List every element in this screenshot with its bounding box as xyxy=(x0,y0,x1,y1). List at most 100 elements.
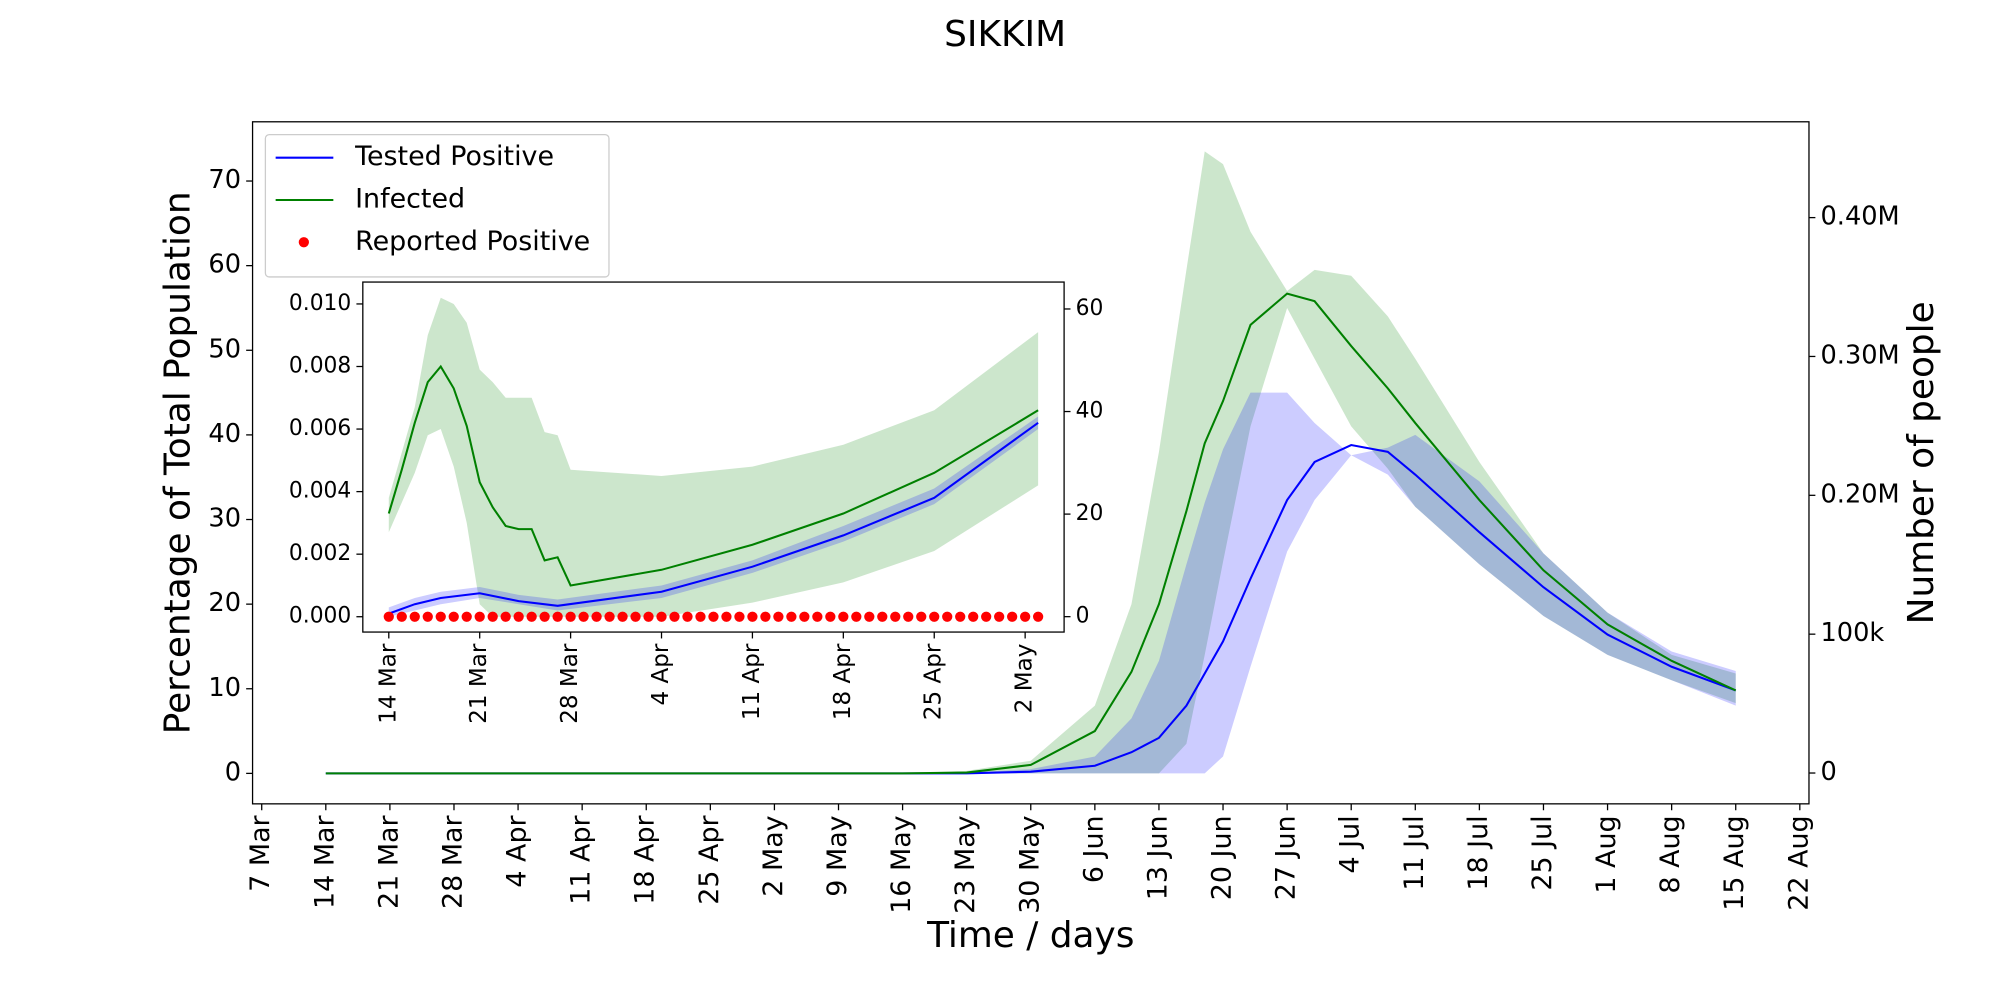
data-point xyxy=(474,611,485,622)
y-tick-label: 0.010 xyxy=(289,291,351,316)
x-tick-label: 25 Jul xyxy=(1527,815,1558,890)
data-point xyxy=(864,611,875,622)
data-point xyxy=(695,611,706,622)
data-point xyxy=(721,611,732,622)
x-tick-label: 20 Jun xyxy=(1207,815,1238,900)
y-tick-label: 0.008 xyxy=(289,354,351,379)
x-tick-label: 30 May xyxy=(1014,815,1045,913)
legend-marker xyxy=(298,237,309,248)
data-point xyxy=(487,611,498,622)
y-tick-label: 60 xyxy=(208,250,241,280)
x-tick-label: 4 Apr xyxy=(502,814,533,887)
x-tick-label: 13 Jun xyxy=(1142,815,1173,900)
data-point xyxy=(448,611,459,622)
legend-label: Infected xyxy=(355,183,465,214)
y-tick-label: 20 xyxy=(208,588,241,618)
x-tick-label: 15 Aug xyxy=(1719,815,1750,910)
data-point xyxy=(1020,611,1031,622)
x-tick-label: 18 Apr xyxy=(830,643,856,720)
y2-tick-label: 60 xyxy=(1076,296,1104,321)
axes-background xyxy=(362,282,1065,633)
data-point xyxy=(383,611,394,622)
legend-box xyxy=(264,133,610,278)
series-line xyxy=(325,443,1737,775)
data-point xyxy=(799,611,810,622)
data-point xyxy=(682,611,693,622)
confidence-band xyxy=(388,297,1039,617)
chart-title: SIKKIM xyxy=(944,14,1066,55)
data-point xyxy=(812,611,823,622)
data-point xyxy=(396,611,407,622)
x-tick-label: 4 Jul xyxy=(1335,815,1366,873)
data-point xyxy=(838,611,849,622)
data-point xyxy=(500,611,511,622)
x-tick-label: 11 Apr xyxy=(566,814,597,904)
data-point xyxy=(1033,611,1044,622)
x-tick-label: 28 Mar xyxy=(557,643,583,724)
legend-label: Tested Positive xyxy=(354,141,554,172)
legend-label: Reported Positive xyxy=(355,226,590,257)
x-tick-label: 2 May xyxy=(758,815,789,896)
x-tick-label: 9 May xyxy=(822,815,853,896)
series-line xyxy=(325,292,1737,775)
y2-tick-label: 0 xyxy=(1076,604,1090,629)
data-point xyxy=(422,611,433,622)
data-point xyxy=(578,611,589,622)
x-tick-label: 14 Mar xyxy=(309,814,340,908)
x-tick-label: 21 Mar xyxy=(466,643,492,724)
data-point xyxy=(539,611,550,622)
y-tick-label: 70 xyxy=(208,165,241,195)
x-tick-label: 7 Mar xyxy=(245,814,276,891)
data-point xyxy=(1007,611,1018,622)
data-point xyxy=(604,611,615,622)
data-point xyxy=(851,611,862,622)
data-point xyxy=(526,611,537,622)
y-tick-label: 0.004 xyxy=(289,479,351,504)
data-point xyxy=(591,611,602,622)
data-point xyxy=(513,611,524,622)
y2-tick-label: 0.20M xyxy=(1821,479,1900,509)
y2-tick-label: 100k xyxy=(1821,618,1885,648)
data-point xyxy=(435,611,446,622)
data-point xyxy=(903,611,914,622)
x-tick-label: 27 Jun xyxy=(1271,815,1302,900)
x-tick-label: 1 Aug xyxy=(1591,815,1622,893)
y-tick-label: 30 xyxy=(208,504,241,534)
series-line xyxy=(388,421,1039,615)
data-point xyxy=(617,611,628,622)
data-point xyxy=(747,611,758,622)
data-point xyxy=(656,611,667,622)
data-point xyxy=(786,611,797,622)
y-tick-label: 0.000 xyxy=(289,604,351,629)
y2-axis-label: Number of people xyxy=(1901,301,1942,624)
x-tick-label: 25 Apr xyxy=(921,643,947,720)
data-point xyxy=(708,611,719,622)
y-tick-label: 10 xyxy=(208,673,241,703)
x-axis-label: Time / days xyxy=(926,915,1134,956)
data-point xyxy=(994,611,1005,622)
confidence-band xyxy=(325,151,1736,774)
data-point xyxy=(669,611,680,622)
data-point xyxy=(981,611,992,622)
y2-tick-label: 0.40M xyxy=(1821,202,1900,232)
data-point xyxy=(929,611,940,622)
x-tick-label: 16 May xyxy=(886,815,917,913)
series-line xyxy=(387,364,1039,587)
axes-frame xyxy=(362,281,1065,633)
data-point xyxy=(773,611,784,622)
y-axis-label: Percentage of Total Population xyxy=(157,191,198,734)
y-tick-label: 50 xyxy=(208,334,241,364)
y2-tick-label: 0 xyxy=(1821,757,1837,787)
x-tick-label: 2 May xyxy=(1012,644,1038,714)
y2-tick-label: 0.30M xyxy=(1821,340,1900,370)
y2-tick-label: 40 xyxy=(1076,399,1104,424)
data-point xyxy=(890,611,901,622)
x-tick-label: 21 Mar xyxy=(373,814,404,908)
y-tick-label: 0.002 xyxy=(289,541,351,566)
data-point xyxy=(760,611,771,622)
x-tick-label: 22 Aug xyxy=(1783,815,1814,910)
x-tick-label: 28 Mar xyxy=(437,814,468,908)
x-tick-label: 18 Jul xyxy=(1463,815,1494,890)
y2-tick-label: 20 xyxy=(1076,501,1104,526)
